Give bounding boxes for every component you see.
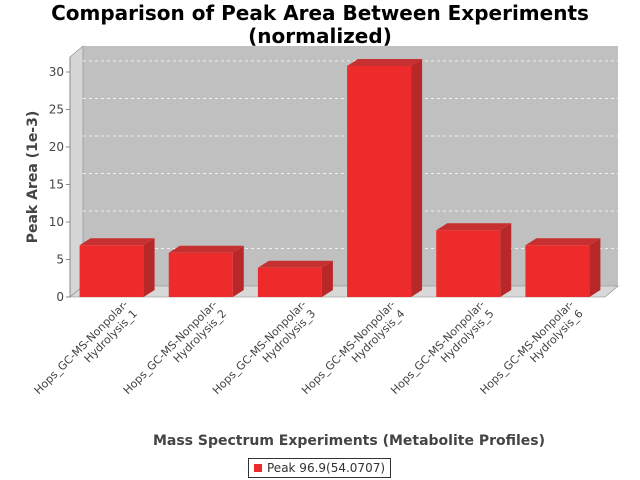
bar xyxy=(525,238,601,297)
y-tick-label: 5 xyxy=(56,253,64,267)
bar-top xyxy=(168,245,244,253)
y-tick-label: 20 xyxy=(49,140,64,154)
y-axis-label: Peak Area (1e-3) xyxy=(25,111,41,244)
chart-title-line-2: (normalized) xyxy=(248,24,392,48)
bar-top xyxy=(436,223,512,231)
bar-front xyxy=(347,66,412,297)
bar xyxy=(347,59,423,297)
bar-front xyxy=(436,230,501,297)
bar-side xyxy=(143,238,155,297)
bar-side xyxy=(589,238,601,297)
bar-top xyxy=(347,59,423,66)
bar-front xyxy=(79,245,144,297)
bar xyxy=(257,260,333,297)
bars xyxy=(79,59,601,297)
x-tick-label-line: Hops_GC-MS-Nonpolar- xyxy=(32,298,131,397)
bar-side xyxy=(232,245,244,297)
bar-top xyxy=(257,260,333,268)
chart-title: Comparison of Peak Area Between Experime… xyxy=(0,2,640,48)
y-tick-label: 10 xyxy=(49,215,64,229)
y-tick-label: 15 xyxy=(49,178,64,192)
y-axis: 0 5 10 15 20 25 30 xyxy=(49,57,71,304)
bar xyxy=(168,245,244,297)
bar xyxy=(436,223,512,297)
bar-side xyxy=(411,59,423,297)
x-axis-label: Mass Spectrum Experiments (Metabolite Pr… xyxy=(153,433,545,449)
legend-label: Peak 96.9(54.0707) xyxy=(267,461,386,475)
bar-front xyxy=(257,267,322,297)
y-tick-label: 30 xyxy=(49,65,64,79)
y-tick-label: 25 xyxy=(49,103,64,117)
bar-top xyxy=(79,238,155,246)
bar-side xyxy=(321,260,333,297)
legend: Peak 96.9(54.0707) xyxy=(248,458,392,478)
x-axis: Hops_GC-MS-Nonpolar-Hydrolysis_1Hops_GC-… xyxy=(32,298,586,397)
bar-side xyxy=(500,223,512,297)
bar-top xyxy=(525,238,601,246)
legend-swatch xyxy=(254,464,262,472)
bar xyxy=(79,238,155,297)
bar-front xyxy=(525,245,590,297)
y-tick-label: 0 xyxy=(56,290,64,304)
bar-front xyxy=(168,252,233,297)
chart-title-line-1: Comparison of Peak Area Between Experime… xyxy=(51,1,589,25)
